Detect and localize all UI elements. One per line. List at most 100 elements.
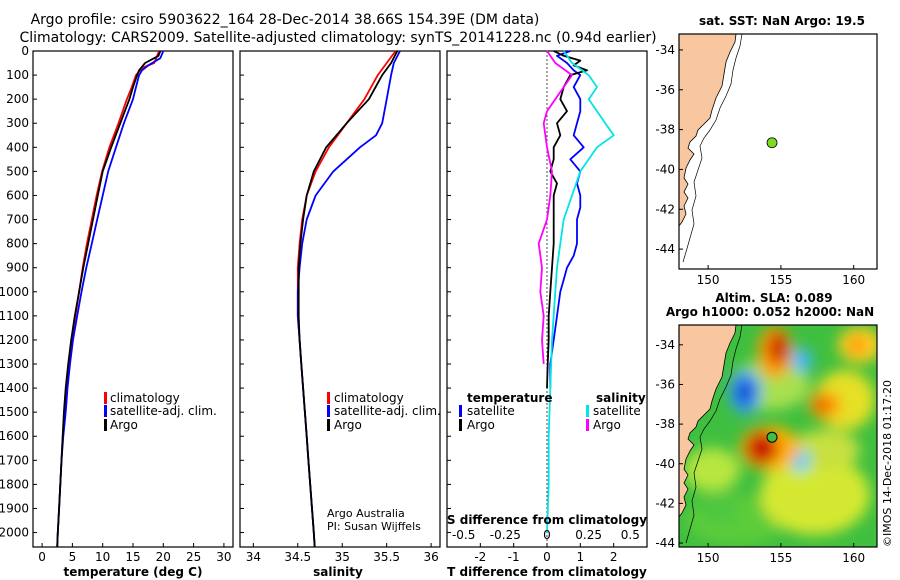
lat-tick-label: -38 [655, 417, 675, 431]
legend-s-satellite: satellite [593, 404, 641, 418]
y-tick-label: 1000 [0, 285, 29, 299]
y-tick-label: 400 [6, 140, 29, 154]
credit-pi: PI: Susan Wijffels [327, 520, 421, 533]
y-tick-label: 1600 [0, 429, 29, 443]
y-tick-label: 1200 [0, 333, 29, 347]
x-tick-label: 35.5 [373, 550, 400, 564]
y-tick-label: 1100 [0, 309, 29, 323]
x-tick-label: 35 [335, 550, 350, 564]
sst-map-title: sat. SST: NaN Argo: 19.5 [699, 14, 865, 28]
salinity-panel: 34 34.5 35 35.5 36 salinity climatology sate… [239, 50, 441, 579]
series-line-t-satellite [549, 50, 585, 389]
x-tick-label: 5 [69, 550, 77, 564]
x-tick-label: 10 [95, 550, 110, 564]
temperature-axes [32, 50, 234, 548]
x-tick-label: 0 [543, 550, 551, 564]
lon-tick-label: 150 [697, 273, 720, 287]
y-tick-label: 1500 [0, 405, 29, 419]
salinity-xlabel: salinity [313, 565, 363, 579]
series-line-satellite-adj-clim- [56, 50, 165, 548]
legend-argo: Argo [110, 418, 138, 432]
salinity-axes [239, 50, 441, 548]
x-tick-label: 20 [156, 550, 171, 564]
y-tick-label: 1700 [0, 453, 29, 467]
credit-argo-australia: Argo Australia [327, 507, 405, 520]
sla-map-title-1: Altim. SLA: 0.089 [715, 291, 832, 305]
sst-map-frame [678, 33, 878, 270]
lat-tick-label: -36 [655, 377, 675, 391]
lon-tick-label: 160 [842, 273, 865, 287]
temperature-legend: climatology satellite-adj. clim. Argo [104, 391, 217, 432]
salinity-x-ticks: 34 34.5 35 35.5 36 [246, 543, 439, 564]
legend-satellite-adj: satellite-adj. clim. [334, 404, 441, 418]
sst-map: sat. SST: NaN Argo: 19.5 150 155 160 -34 -36… [655, 14, 878, 287]
y-tick-label: 0 [21, 44, 29, 58]
sla-map-title-2: Argo h1000: 0.052 h2000: NaN [666, 305, 874, 319]
y-tick-label: 100 [6, 68, 29, 82]
y-tick-label: 2000 [0, 526, 29, 540]
lat-tick-label: -34 [655, 43, 675, 57]
s-tick-label: -0.5 [452, 528, 475, 542]
salinity-lines [296, 50, 401, 548]
depth-ticks: 0 100 200 300 400 500 600 700 800 900 1000 1100 1200… [0, 44, 451, 540]
y-tick-label: 900 [6, 261, 29, 275]
sst-map-ticks: 150 155 160 -34 -36 -38 -40 -42 -44 [655, 43, 865, 287]
lon-tick-label: 155 [769, 273, 792, 287]
difference-panel: -2 -1 0 1 2 T difference from climatology S … [446, 50, 648, 579]
difference-lines [537, 50, 615, 533]
lat-tick-label: -44 [655, 536, 675, 550]
series-line-climatology [56, 50, 160, 548]
y-tick-label: 300 [6, 116, 29, 130]
profile-location-marker [766, 431, 778, 443]
y-tick-label: 800 [6, 237, 29, 251]
s-tick-label: 0 [543, 528, 551, 542]
series-line-s-satellite [546, 50, 615, 533]
series-line-argo [56, 50, 162, 548]
difference-top-label: S difference from climatology [447, 513, 647, 527]
title-line-2: Climatology: CARS2009. Satellite-adjuste… [19, 30, 656, 46]
s-tick-label: 0.5 [621, 528, 640, 542]
s-tick-label: 0.25 [575, 528, 602, 542]
sla-map-frame [678, 324, 878, 548]
x-tick-label: 2 [610, 550, 618, 564]
lat-tick-label: -34 [655, 338, 675, 352]
series-line-s-argo [537, 50, 573, 365]
legend-argo: Argo [334, 418, 362, 432]
lon-tick-label: 160 [842, 551, 865, 565]
lat-tick-label: -42 [655, 202, 675, 216]
y-tick-label: 700 [6, 213, 29, 227]
temperature-x-ticks: 0 5 10 15 20 25 30 [38, 543, 232, 564]
shelf-contour [685, 325, 743, 544]
legend-temperature-title: temperature [467, 391, 552, 405]
x-tick-label: 36 [423, 550, 438, 564]
temperature-lines [56, 50, 165, 548]
lon-tick-label: 155 [769, 551, 792, 565]
lat-tick-label: -40 [655, 162, 675, 176]
legend-climatology: climatology [334, 391, 404, 405]
sla-map-ticks: 150 155 160 -34 -36 -38 -40 -42 -44 [655, 338, 865, 565]
lon-tick-label: 150 [697, 551, 720, 565]
lat-tick-label: -40 [655, 457, 675, 471]
lat-tick-label: -42 [655, 496, 675, 510]
difference-xlabel: T difference from climatology [447, 565, 647, 579]
legend-satellite-adj: satellite-adj. clim. [110, 404, 217, 418]
imos-credit: ©IMOS 14-Dec-2018 01:17:20 [881, 380, 894, 547]
sla-map: Altim. SLA: 0.089 Argo h1000: 0.052 h200… [655, 291, 894, 565]
series-line-t-argo [546, 50, 588, 389]
x-tick-label: 15 [125, 550, 140, 564]
s-tick-label: -0.25 [490, 528, 521, 542]
title-line-1: Argo profile: csiro 5903622_164 28-Dec-2… [31, 12, 540, 28]
x-tick-label: 30 [216, 550, 231, 564]
y-tick-label: 1400 [0, 381, 29, 395]
land [679, 325, 737, 518]
profile-location-marker [766, 137, 778, 149]
series-line-satellite-adj-clim- [296, 50, 401, 548]
x-tick-label: 34 [246, 550, 261, 564]
y-tick-label: 1900 [0, 501, 29, 515]
temperature-xlabel: temperature (deg C) [64, 565, 203, 579]
lat-tick-label: -38 [655, 123, 675, 137]
lat-tick-label: -36 [655, 83, 675, 97]
salinity-legend: climatology satellite-adj. clim. Argo [327, 391, 441, 432]
series-line-argo [297, 50, 399, 548]
